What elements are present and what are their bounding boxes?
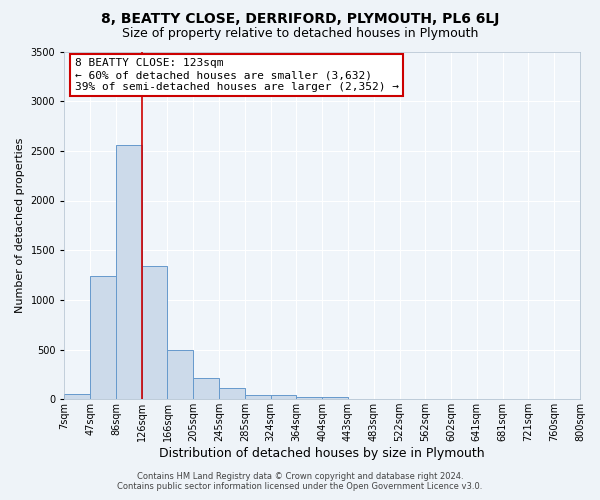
Bar [64,394,90,399]
Bar [167,350,193,399]
X-axis label: Distribution of detached houses by size in Plymouth: Distribution of detached houses by size … [160,447,485,460]
Bar [219,388,245,399]
Bar [271,395,296,399]
Y-axis label: Number of detached properties: Number of detached properties [15,138,25,313]
Bar [142,266,167,399]
Bar [296,397,322,399]
Text: Contains HM Land Registry data © Crown copyright and database right 2024.
Contai: Contains HM Land Registry data © Crown c… [118,472,482,491]
Text: 8, BEATTY CLOSE, DERRIFORD, PLYMOUTH, PL6 6LJ: 8, BEATTY CLOSE, DERRIFORD, PLYMOUTH, PL… [101,12,499,26]
Bar [116,145,142,399]
Text: 8 BEATTY CLOSE: 123sqm
← 60% of detached houses are smaller (3,632)
39% of semi-: 8 BEATTY CLOSE: 123sqm ← 60% of detached… [74,58,398,92]
Bar [322,397,348,399]
Bar [90,276,116,399]
Text: Size of property relative to detached houses in Plymouth: Size of property relative to detached ho… [122,28,478,40]
Bar [193,378,219,399]
Bar [245,394,271,399]
